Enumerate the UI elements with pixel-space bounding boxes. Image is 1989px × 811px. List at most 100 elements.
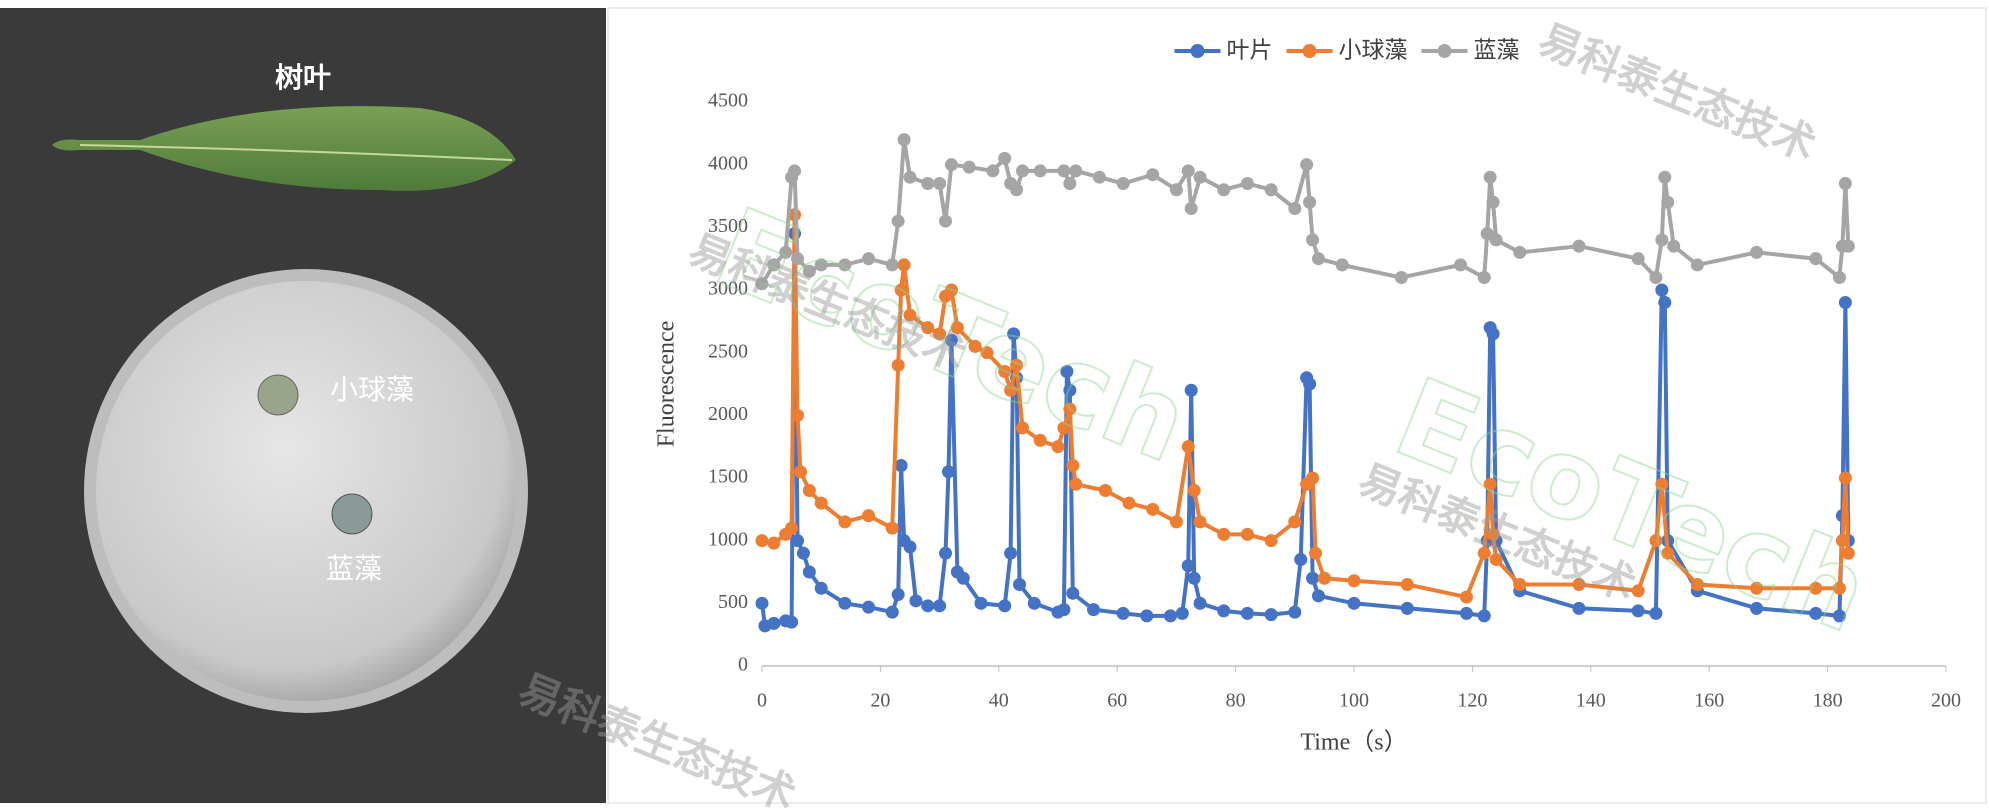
data-point	[1309, 546, 1323, 560]
data-point	[1004, 546, 1018, 560]
data-point	[1690, 258, 1704, 272]
data-point	[1288, 515, 1302, 529]
data-point	[755, 534, 769, 548]
data-point	[1347, 574, 1361, 588]
petri-dish	[96, 281, 516, 701]
data-point	[785, 615, 799, 629]
data-point	[1841, 546, 1855, 560]
data-point	[891, 588, 905, 602]
data-point	[838, 596, 852, 610]
data-point	[1477, 270, 1491, 284]
data-point	[1661, 546, 1675, 560]
x-tick-label: 200	[1931, 690, 1961, 712]
y-tick-label: 4000	[708, 152, 748, 174]
data-point	[1057, 164, 1071, 178]
data-point	[1140, 609, 1154, 623]
y-tick-label: 2000	[708, 403, 748, 425]
data-point	[1459, 590, 1473, 604]
data-point	[903, 308, 917, 322]
data-point	[968, 339, 982, 353]
droplet-cyanobacteria	[331, 493, 373, 535]
data-point	[1092, 170, 1106, 184]
data-point	[1187, 484, 1201, 498]
data-point	[939, 214, 953, 228]
data-point	[933, 599, 947, 613]
data-point	[814, 581, 828, 595]
data-point	[1240, 527, 1254, 541]
data-point	[1483, 170, 1497, 184]
data-point	[885, 521, 899, 535]
data-point	[962, 160, 976, 174]
data-point	[909, 594, 923, 608]
data-point	[1838, 296, 1852, 310]
data-point	[1486, 527, 1500, 541]
data-point	[1306, 571, 1320, 585]
data-point	[1240, 176, 1254, 190]
data-point	[1658, 170, 1672, 184]
data-point	[1832, 270, 1846, 284]
data-point	[1015, 421, 1029, 435]
data-point	[1015, 164, 1029, 178]
data-point	[944, 158, 958, 172]
data-point	[785, 521, 799, 535]
data-point	[1033, 433, 1047, 447]
data-point	[1027, 596, 1041, 610]
data-point	[1098, 484, 1112, 498]
data-point	[1750, 581, 1764, 595]
data-point	[1175, 606, 1189, 620]
data-point	[1169, 515, 1183, 529]
data-point	[1181, 440, 1195, 454]
data-point	[894, 283, 908, 297]
data-point	[1572, 578, 1586, 592]
data-point	[862, 600, 876, 614]
data-point	[1217, 527, 1231, 541]
data-point	[1809, 606, 1823, 620]
x-tick-label: 40	[989, 690, 1009, 712]
data-point	[1169, 183, 1183, 197]
data-point	[1459, 606, 1473, 620]
data-point	[1394, 270, 1408, 284]
data-point	[1187, 571, 1201, 585]
data-point	[1477, 609, 1491, 623]
data-point	[793, 465, 807, 479]
data-point	[1489, 233, 1503, 247]
data-point	[986, 164, 1000, 178]
data-point	[1057, 421, 1071, 435]
legend-label: 小球藻	[1339, 38, 1408, 64]
data-point	[1513, 245, 1527, 259]
data-point	[1347, 596, 1361, 610]
data-point	[1661, 195, 1675, 209]
data-point	[1486, 195, 1500, 209]
data-point	[1193, 596, 1207, 610]
data-point	[891, 214, 905, 228]
data-point	[1294, 552, 1308, 566]
data-point	[1667, 239, 1681, 253]
data-point	[1063, 176, 1077, 190]
data-point	[814, 258, 828, 272]
data-point	[1217, 604, 1231, 618]
data-point	[1306, 233, 1320, 247]
data-point	[1116, 176, 1130, 190]
chart-panel	[607, 7, 1987, 804]
data-point	[1306, 471, 1320, 485]
data-point	[1193, 515, 1207, 529]
photo-label: 树叶	[275, 61, 331, 94]
data-point	[944, 283, 958, 297]
data-point	[1317, 571, 1331, 585]
x-tick-label: 160	[1694, 690, 1724, 712]
x-tick-label: 180	[1813, 690, 1843, 712]
x-tick-label: 60	[1107, 690, 1127, 712]
data-point	[950, 321, 964, 335]
data-point	[802, 565, 816, 579]
leaf	[52, 106, 516, 191]
data-point	[1300, 158, 1314, 172]
data-point	[1838, 176, 1852, 190]
data-point	[1809, 581, 1823, 595]
data-point	[921, 321, 935, 335]
data-point	[1631, 604, 1645, 618]
y-tick-label: 3000	[708, 278, 748, 300]
data-point	[1063, 402, 1077, 416]
data-point	[1335, 258, 1349, 272]
data-point	[796, 546, 810, 560]
data-point	[1069, 477, 1083, 491]
